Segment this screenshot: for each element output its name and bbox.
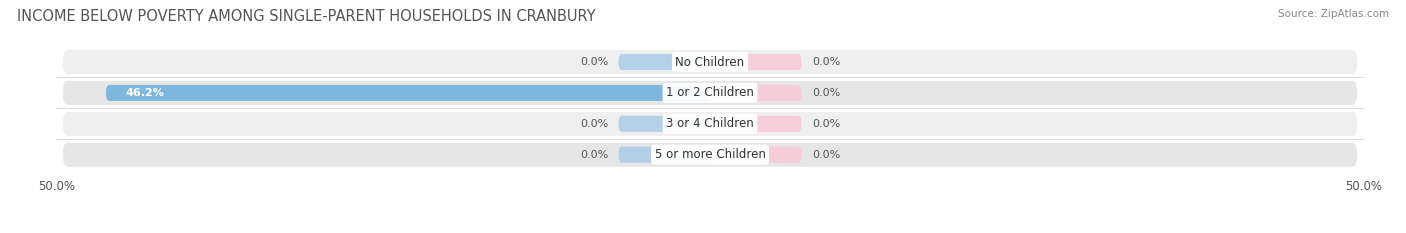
FancyBboxPatch shape bbox=[63, 81, 1357, 105]
FancyBboxPatch shape bbox=[710, 54, 801, 70]
FancyBboxPatch shape bbox=[63, 112, 1357, 136]
Text: 3 or 4 Children: 3 or 4 Children bbox=[666, 117, 754, 130]
Text: 1 or 2 Children: 1 or 2 Children bbox=[666, 86, 754, 99]
Text: 0.0%: 0.0% bbox=[813, 88, 841, 98]
Text: 0.0%: 0.0% bbox=[579, 57, 607, 67]
FancyBboxPatch shape bbox=[619, 54, 710, 70]
FancyBboxPatch shape bbox=[710, 147, 801, 163]
FancyBboxPatch shape bbox=[619, 147, 710, 163]
Text: 0.0%: 0.0% bbox=[813, 150, 841, 160]
Text: INCOME BELOW POVERTY AMONG SINGLE-PARENT HOUSEHOLDS IN CRANBURY: INCOME BELOW POVERTY AMONG SINGLE-PARENT… bbox=[17, 9, 596, 24]
FancyBboxPatch shape bbox=[710, 116, 801, 132]
Text: 0.0%: 0.0% bbox=[813, 119, 841, 129]
Text: No Children: No Children bbox=[675, 55, 745, 69]
FancyBboxPatch shape bbox=[63, 50, 1357, 74]
Text: 0.0%: 0.0% bbox=[813, 57, 841, 67]
Text: Source: ZipAtlas.com: Source: ZipAtlas.com bbox=[1278, 9, 1389, 19]
Text: 0.0%: 0.0% bbox=[579, 119, 607, 129]
Text: 0.0%: 0.0% bbox=[579, 150, 607, 160]
FancyBboxPatch shape bbox=[63, 143, 1357, 167]
FancyBboxPatch shape bbox=[619, 116, 710, 132]
FancyBboxPatch shape bbox=[105, 85, 710, 101]
Text: 5 or more Children: 5 or more Children bbox=[655, 148, 765, 161]
FancyBboxPatch shape bbox=[710, 85, 801, 101]
Text: 46.2%: 46.2% bbox=[125, 88, 165, 98]
